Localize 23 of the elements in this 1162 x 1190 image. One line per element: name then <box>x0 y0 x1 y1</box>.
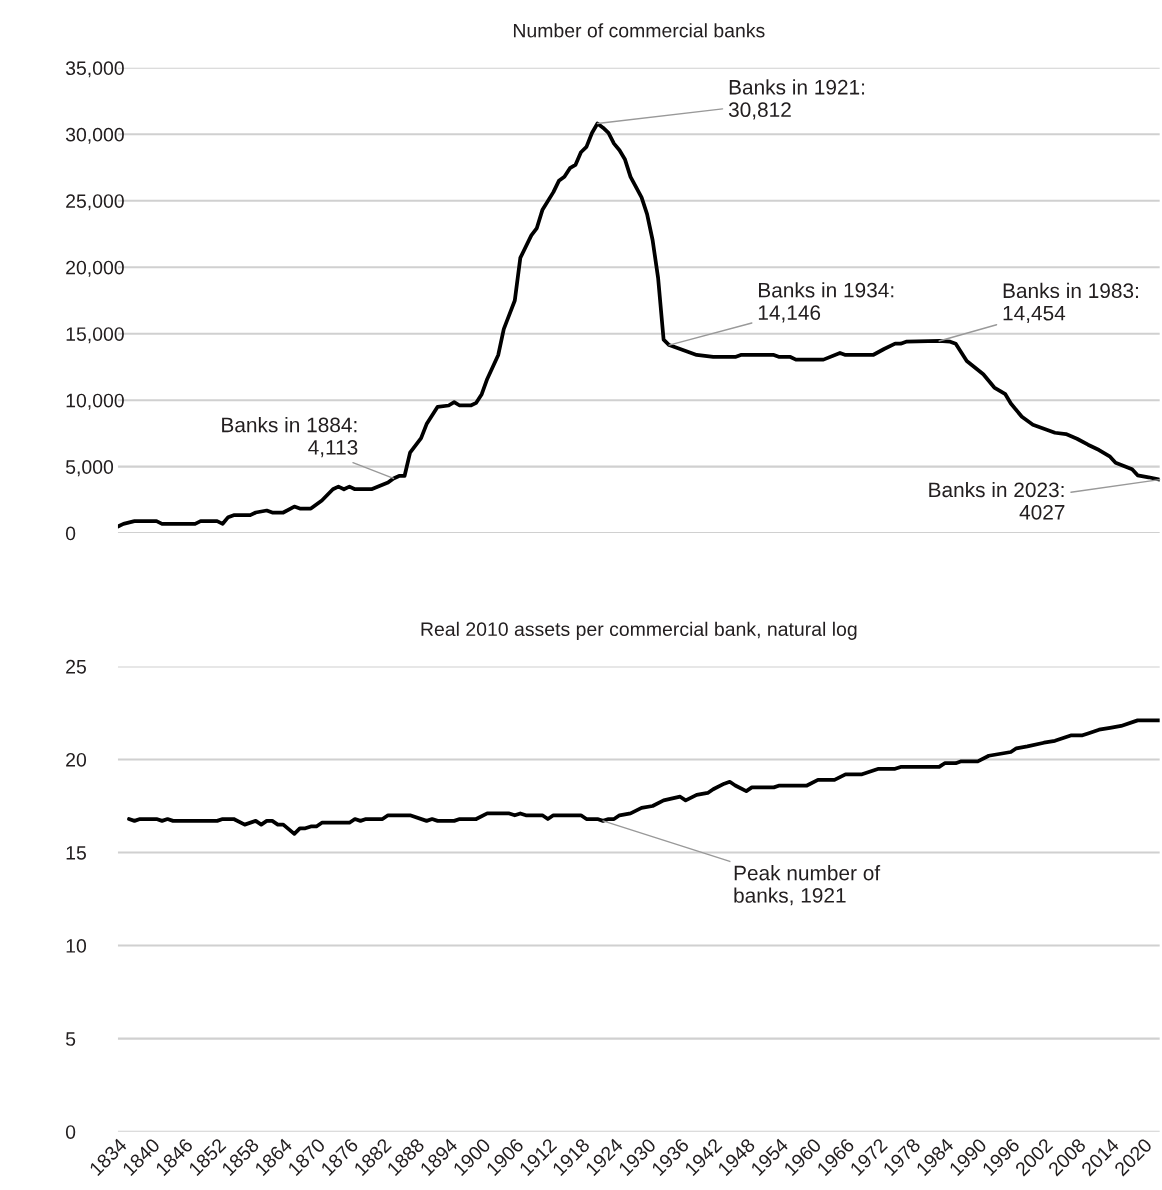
y-tick-label: 10,000 <box>66 393 124 410</box>
chart-title: Real 2010 assets per commercial bank, natural log <box>421 621 857 640</box>
annotation: Banks in 1884: 4,113 <box>222 417 358 458</box>
y-tick-label: 25,000 <box>66 194 124 211</box>
y-tick-label: 0 <box>65 1125 76 1139</box>
y-tick-label: 20,000 <box>66 260 124 277</box>
annotation: Banks in 2023: 4027 <box>929 481 1065 520</box>
annotation: Banks in 1921: 30,812 <box>728 79 865 120</box>
y-tick-label: 15,000 <box>66 327 124 344</box>
y-tick-label: 15 <box>66 846 86 860</box>
line-series <box>127 718 1160 836</box>
y-tick-label: 5,000 <box>65 460 114 477</box>
annotation: Peak number of banks, 1921 <box>734 865 881 906</box>
y-tick-label: 20 <box>66 752 87 767</box>
annotation: Banks in 1983: 14,454 <box>1003 282 1138 324</box>
y-tick-label: 10 <box>66 939 87 953</box>
annotation: Banks in 1934: 14,146 <box>758 282 894 323</box>
y-tick-label: 30,000 <box>65 127 124 144</box>
y-tick-label: 0 <box>65 526 76 541</box>
y-tick-label: 35,000 <box>65 61 124 78</box>
y-tick-label: 25 <box>66 659 86 674</box>
y-tick-label: 5 <box>65 1032 76 1046</box>
chart-title: Number of commercial banks <box>513 23 765 38</box>
